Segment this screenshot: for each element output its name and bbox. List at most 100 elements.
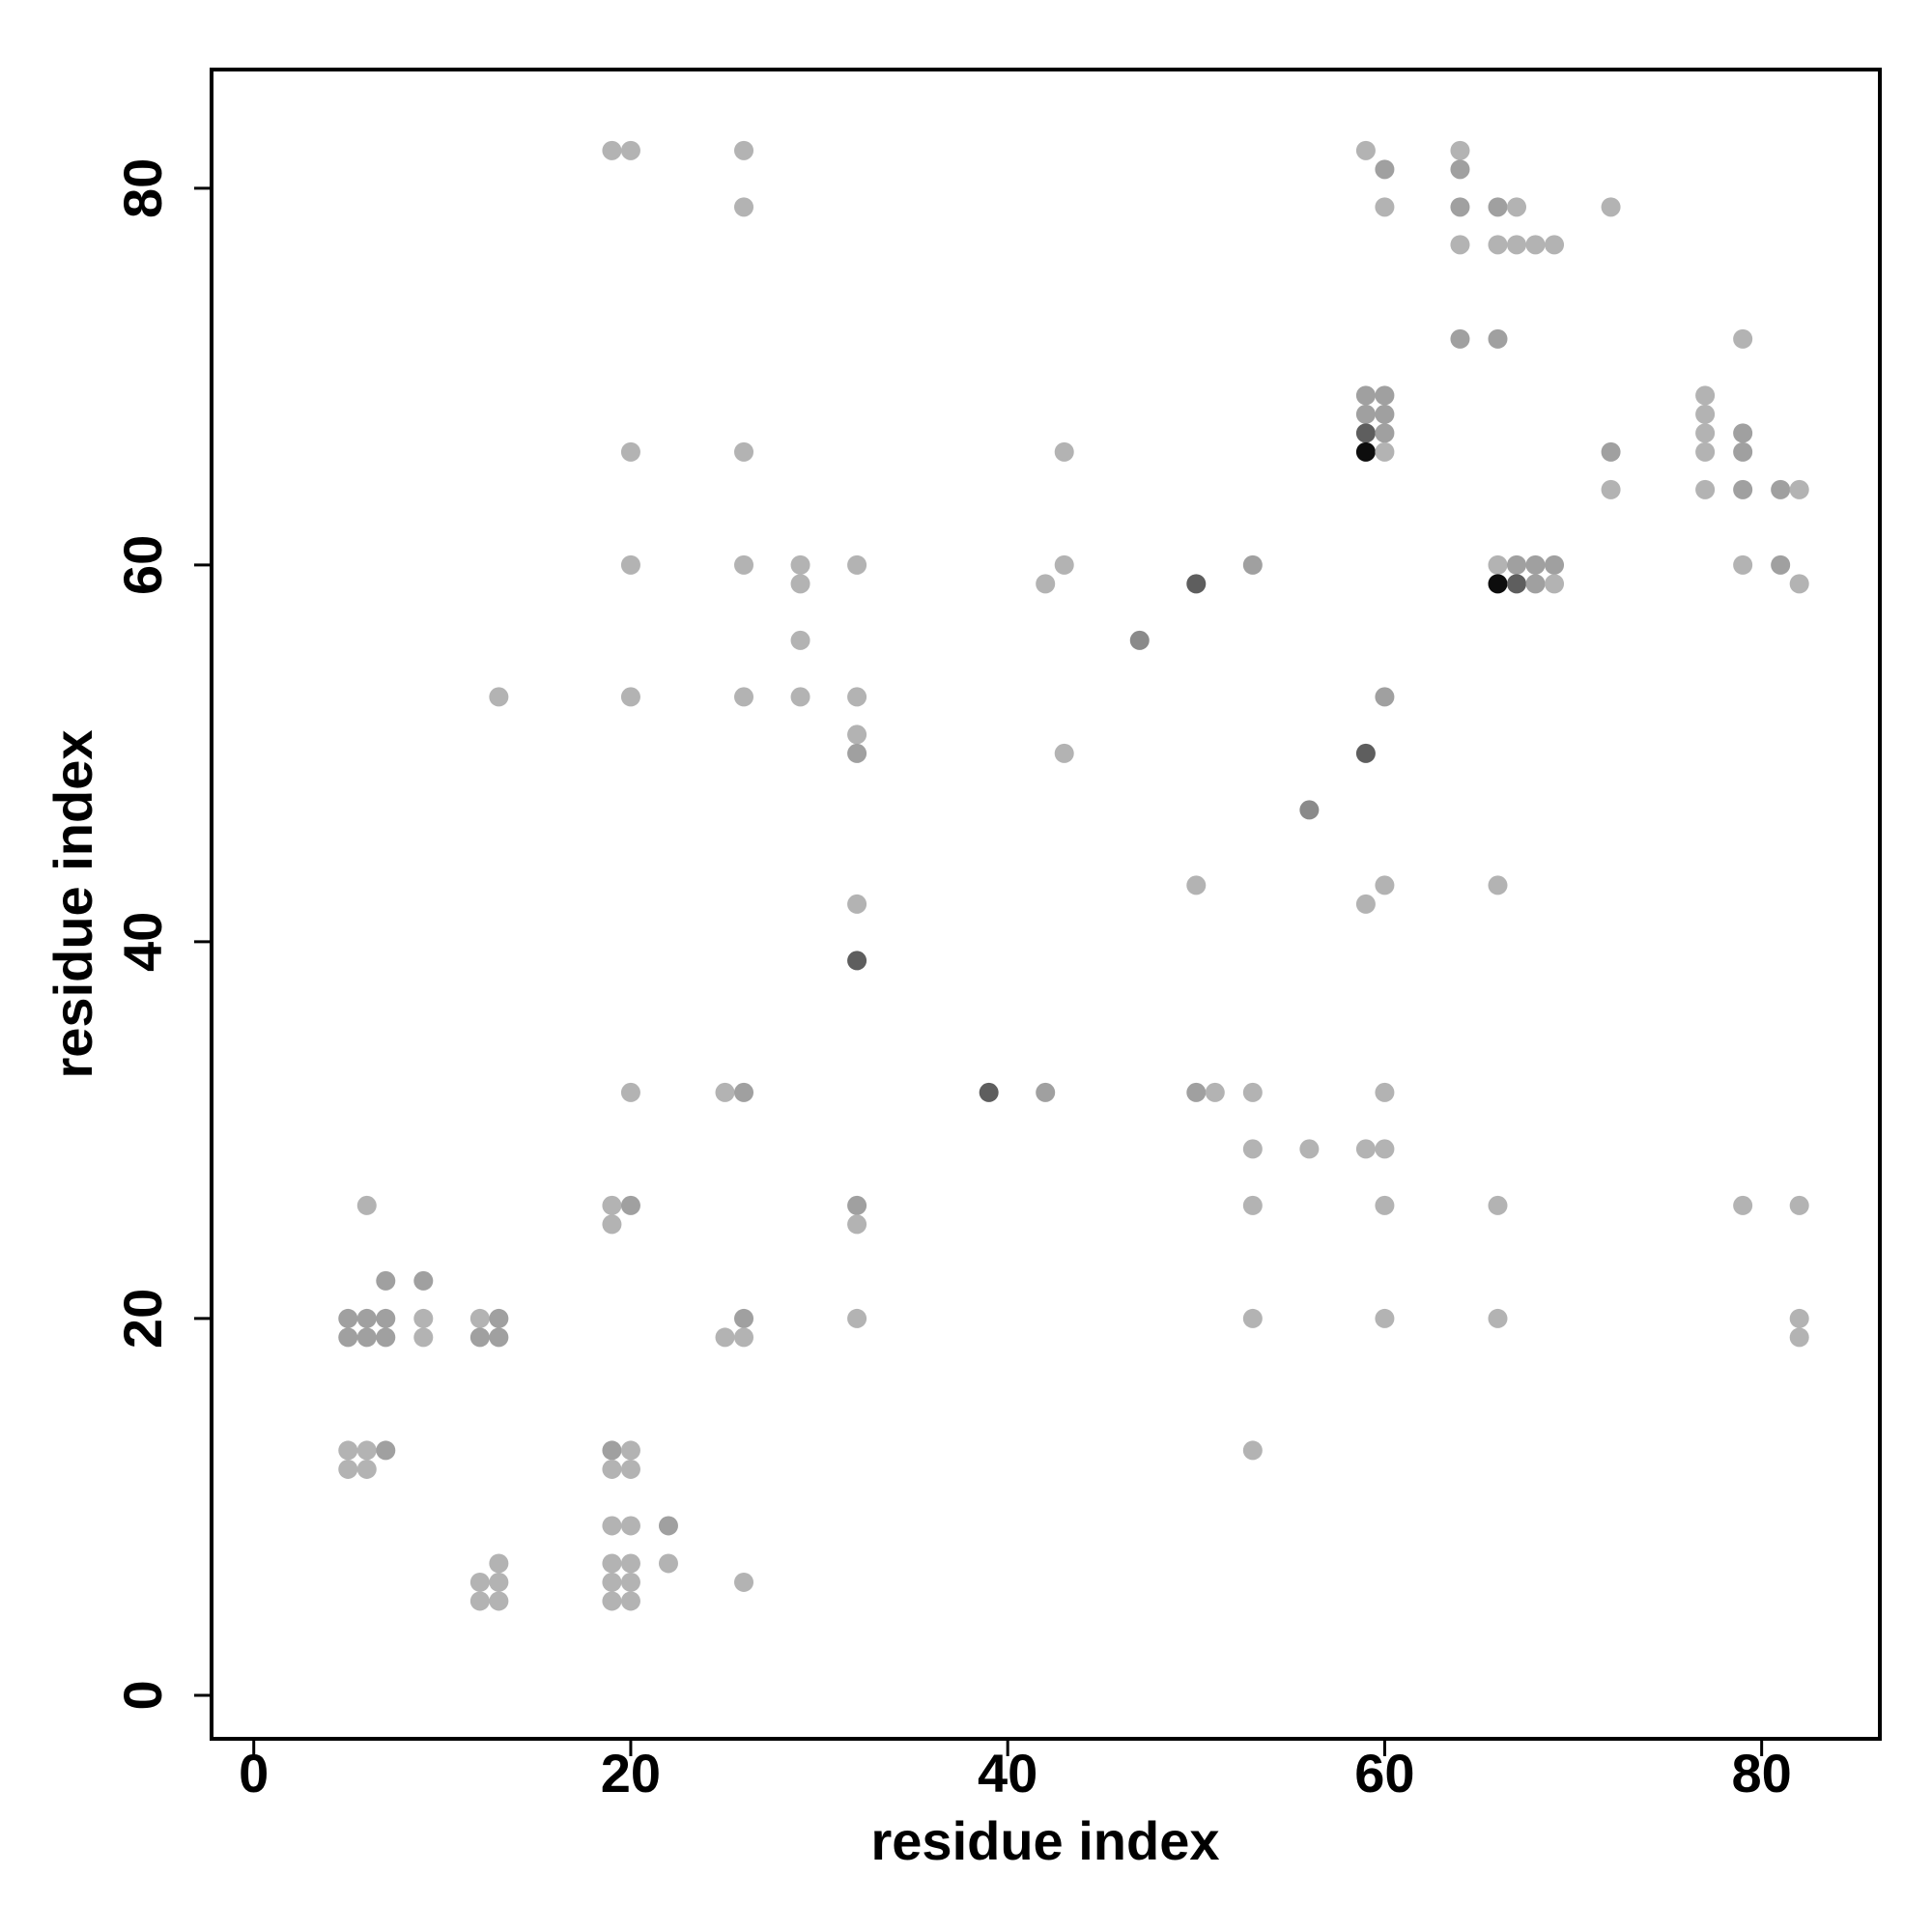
point xyxy=(1695,441,1716,462)
point xyxy=(734,687,754,707)
point xyxy=(356,1195,377,1215)
point xyxy=(1525,574,1546,594)
point xyxy=(1355,441,1376,462)
point xyxy=(469,1591,490,1611)
x-axis-title: residue index xyxy=(870,1810,1219,1871)
point xyxy=(734,140,754,160)
point xyxy=(847,1308,867,1328)
point xyxy=(1299,1139,1320,1159)
point xyxy=(489,687,509,707)
point xyxy=(602,1572,622,1592)
point xyxy=(1545,554,1565,575)
point xyxy=(847,1195,867,1215)
x-tick-label: 80 xyxy=(1732,1743,1792,1804)
point xyxy=(734,1308,754,1328)
point xyxy=(847,1214,867,1235)
y-tick-label: 0 xyxy=(112,1680,173,1710)
point xyxy=(1355,1139,1376,1159)
point xyxy=(1036,1082,1056,1102)
point xyxy=(376,1270,396,1291)
point xyxy=(847,951,867,971)
point xyxy=(1054,441,1074,462)
point xyxy=(847,894,867,914)
point xyxy=(1242,1195,1263,1215)
point xyxy=(376,1440,396,1461)
point xyxy=(1299,800,1320,820)
point xyxy=(1695,404,1716,424)
point xyxy=(1375,1195,1395,1215)
point xyxy=(1507,235,1527,255)
point xyxy=(790,554,810,575)
point xyxy=(620,1082,640,1102)
point xyxy=(602,1440,622,1461)
y-tick-label: 60 xyxy=(112,535,173,595)
point xyxy=(338,1327,358,1348)
point xyxy=(1450,235,1470,255)
point xyxy=(620,441,640,462)
point xyxy=(1355,743,1376,763)
point xyxy=(790,687,810,707)
point xyxy=(469,1327,490,1348)
point xyxy=(1450,140,1470,160)
point xyxy=(1242,554,1263,575)
point xyxy=(1488,1195,1508,1215)
point xyxy=(734,1082,754,1102)
x-tick-label: 0 xyxy=(239,1743,269,1804)
point xyxy=(356,1308,377,1328)
point xyxy=(376,1308,396,1328)
point xyxy=(1355,385,1376,406)
point xyxy=(1545,235,1565,255)
point xyxy=(620,1572,640,1592)
point xyxy=(734,197,754,217)
point xyxy=(620,554,640,575)
point xyxy=(620,1195,640,1215)
point xyxy=(1036,574,1056,594)
point xyxy=(356,1459,377,1479)
point xyxy=(1789,1308,1809,1328)
plot-frame xyxy=(210,68,1882,1741)
point xyxy=(602,1591,622,1611)
point xyxy=(1771,479,1791,499)
point xyxy=(1545,574,1565,594)
point xyxy=(1789,479,1809,499)
point xyxy=(1733,554,1753,575)
point xyxy=(338,1440,358,1461)
point xyxy=(489,1308,509,1328)
point xyxy=(790,574,810,594)
point xyxy=(658,1516,678,1536)
point xyxy=(1771,554,1791,575)
point xyxy=(1488,235,1508,255)
point xyxy=(1242,1139,1263,1159)
point xyxy=(1488,574,1508,594)
point xyxy=(602,1516,622,1536)
point xyxy=(1375,1308,1395,1328)
point xyxy=(1789,574,1809,594)
point xyxy=(1375,404,1395,424)
point xyxy=(602,1195,622,1215)
point xyxy=(1054,743,1074,763)
point xyxy=(356,1327,377,1348)
point xyxy=(1355,140,1376,160)
point xyxy=(1375,687,1395,707)
point xyxy=(1507,197,1527,217)
point xyxy=(1733,423,1753,443)
point xyxy=(602,140,622,160)
point xyxy=(1488,1308,1508,1328)
point xyxy=(1488,328,1508,349)
point xyxy=(1375,197,1395,217)
point xyxy=(602,1553,622,1574)
point xyxy=(1525,554,1546,575)
point xyxy=(620,1516,640,1536)
point xyxy=(1789,1327,1809,1348)
point xyxy=(1601,479,1621,499)
point xyxy=(413,1270,434,1291)
point xyxy=(469,1308,490,1328)
point xyxy=(1488,875,1508,895)
point xyxy=(1186,1082,1207,1102)
point xyxy=(1186,574,1207,594)
point xyxy=(1601,197,1621,217)
x-tick-label: 20 xyxy=(601,1743,661,1804)
point xyxy=(790,630,810,650)
